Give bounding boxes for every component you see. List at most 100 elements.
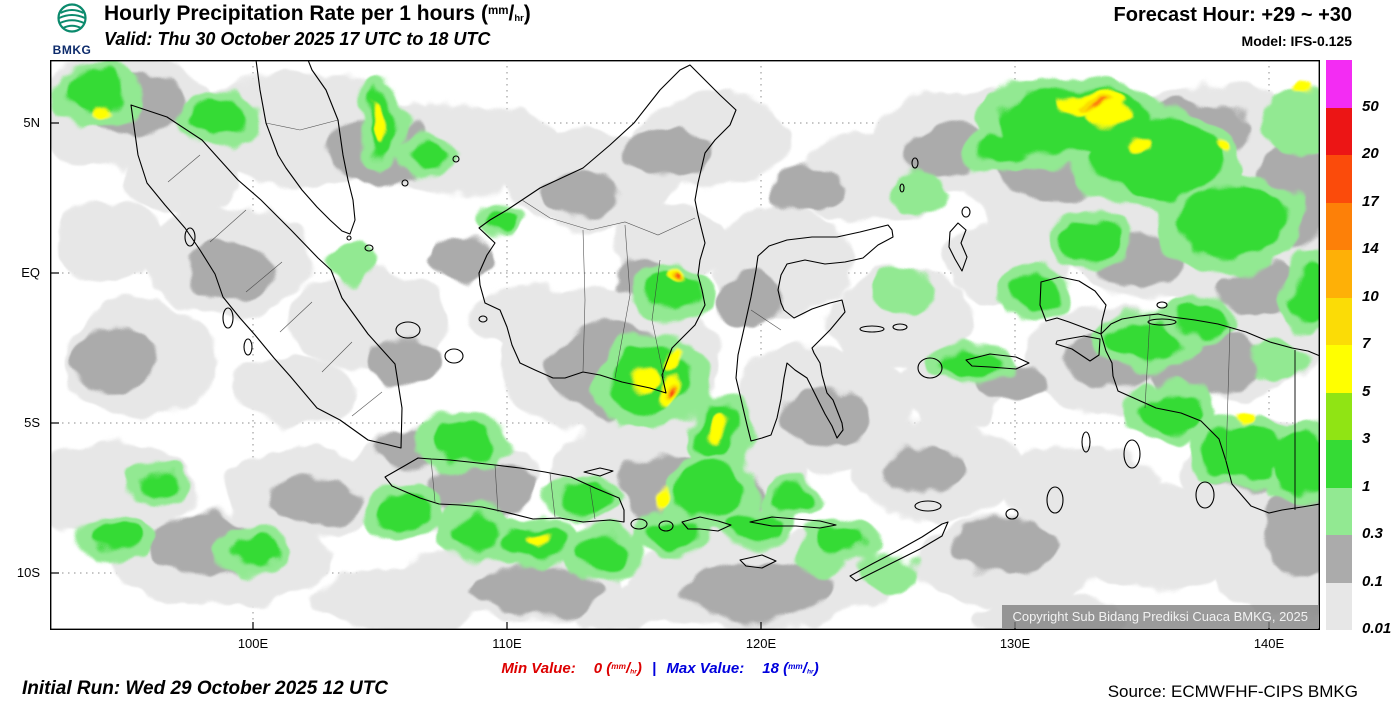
legend-cell (1326, 107, 1352, 155)
model-label: Model: IFS-0.125 (1241, 33, 1352, 49)
copyright-watermark: Copyright Sub Bidang Prediksi Cuaca BMKG… (1002, 605, 1318, 628)
legend-value: 3 (1362, 430, 1371, 447)
coast-singapore (346, 235, 352, 241)
coast-wetar (914, 500, 942, 512)
page-title: Hourly Precipitation Rate per 1 hours (m… (104, 2, 531, 26)
precipitation-map: Copyright Sub Bidang Prediksi Cuaca BMKG… (50, 60, 1320, 630)
coast-seram (965, 353, 1030, 370)
legend-value: 7 (1362, 335, 1371, 352)
legend-cell (1326, 60, 1352, 108)
unit-slash: / (508, 2, 515, 25)
coast-halmahera (948, 222, 968, 272)
legend-cell (1326, 202, 1352, 250)
coast-pagai (243, 338, 253, 356)
legend-colorbar: 50 20 17 14 10 7 5 3 1 0.3 0.1 0.01 (1326, 60, 1400, 637)
legend-value: 14 (1362, 240, 1379, 257)
bmkg-logo-icon (57, 3, 87, 33)
legend-value: 0.3 (1362, 525, 1383, 542)
min-unit: (mm/hr) (606, 660, 642, 677)
coast-aru (1123, 439, 1141, 469)
coast-papua-bomberai (1055, 335, 1101, 362)
min-value-label: Min Value: (501, 660, 576, 677)
unit-numerator: mm (487, 5, 509, 18)
valid-subtitle: Valid: Thu 30 October 2025 17 UTC to 18 … (104, 29, 491, 49)
legend-cell (1326, 440, 1352, 488)
coast-timor (849, 521, 949, 582)
coast-anambas (401, 179, 409, 187)
coast-belitung (444, 348, 464, 364)
coast-lombok (658, 520, 674, 532)
legend-value: 5 (1362, 383, 1371, 400)
lon-label-120e: 120E (745, 636, 777, 651)
unit-open: ( (480, 2, 488, 25)
coast-java (384, 457, 625, 523)
lat-label-5s: 5S (24, 415, 40, 430)
coast-sumatra (130, 104, 403, 449)
lat-label-5n: 5N (23, 115, 40, 130)
legend-value: 0.01 (1362, 620, 1392, 637)
coast-sulawesi (735, 224, 894, 442)
legend-cell (1326, 535, 1352, 583)
lon-label-140e: 140E (1253, 636, 1285, 651)
initial-run-label: Initial Run: Wed 29 October 2025 12 UTC (22, 678, 389, 699)
legend-value: 1 (1362, 478, 1371, 495)
coast-morotai (961, 206, 971, 218)
legend-value: 20 (1362, 145, 1379, 162)
coast-papua-main (1100, 313, 1319, 514)
legend-value: 50 (1362, 98, 1379, 115)
max-unit: (mm/hr) (783, 660, 819, 677)
legend-value: 0.1 (1362, 573, 1383, 590)
coast-bali (630, 518, 648, 530)
unit-close: ) (523, 2, 531, 25)
legend-cell (1326, 487, 1352, 535)
coast-nias (184, 227, 196, 247)
coast-madura (583, 467, 614, 477)
unit-denominator: hr (514, 12, 524, 24)
precipitation-layer (51, 61, 1319, 629)
coast-biak (1156, 301, 1168, 309)
bmkg-logo: BMKG (44, 2, 100, 57)
coast-natuna (452, 155, 460, 163)
page-title-text: Hourly Precipitation Rate per 1 hours (104, 2, 476, 25)
legend-cell (1326, 250, 1352, 298)
coast-buru (917, 357, 943, 379)
forecast-hour-label: Forecast Hour: +29 ~ +30 (1113, 4, 1352, 26)
coast-kai (1081, 431, 1091, 453)
coast-flores (749, 516, 837, 529)
coast-karimata (478, 315, 488, 323)
lon-label-100e: 100E (237, 636, 269, 651)
bmkg-logo-label: BMKG (52, 43, 92, 57)
max-value: 18 (762, 660, 779, 677)
min-max-separator: | (652, 660, 657, 677)
map-border (50, 60, 1320, 630)
coastlines-layer (130, 61, 1319, 582)
coast-tanimbar (1046, 486, 1064, 514)
min-value: 0 (593, 660, 603, 677)
legend-cell (1326, 392, 1352, 440)
coast-malay-peninsula (255, 61, 356, 235)
coast-sula (859, 325, 885, 333)
lat-label-eq: EQ (21, 265, 40, 280)
legend-cells (1326, 60, 1352, 630)
coast-yapen (1147, 318, 1177, 326)
legend-cell (1326, 345, 1352, 393)
legend-cell (1326, 155, 1352, 203)
legend-cell (1326, 297, 1352, 345)
coast-sangihe (899, 183, 905, 193)
lat-label-10s: 10S (16, 565, 40, 580)
coast-dolak (1195, 481, 1215, 509)
lon-label-130e: 130E (999, 636, 1031, 651)
legend-value: 10 (1362, 288, 1379, 305)
lon-label-110e: 110E (492, 636, 522, 651)
legend-cell (1326, 582, 1352, 630)
map-canvas (50, 60, 1320, 630)
coast-sumba (739, 554, 777, 569)
coast-siberut (222, 307, 234, 329)
max-value-label: Max Value: (666, 660, 745, 677)
coast-bangka (395, 321, 421, 339)
coast-babar (1005, 508, 1019, 520)
coast-borneo (478, 64, 737, 394)
admin-boundaries-layer (167, 119, 1231, 520)
coast-sumbawa (681, 516, 732, 532)
